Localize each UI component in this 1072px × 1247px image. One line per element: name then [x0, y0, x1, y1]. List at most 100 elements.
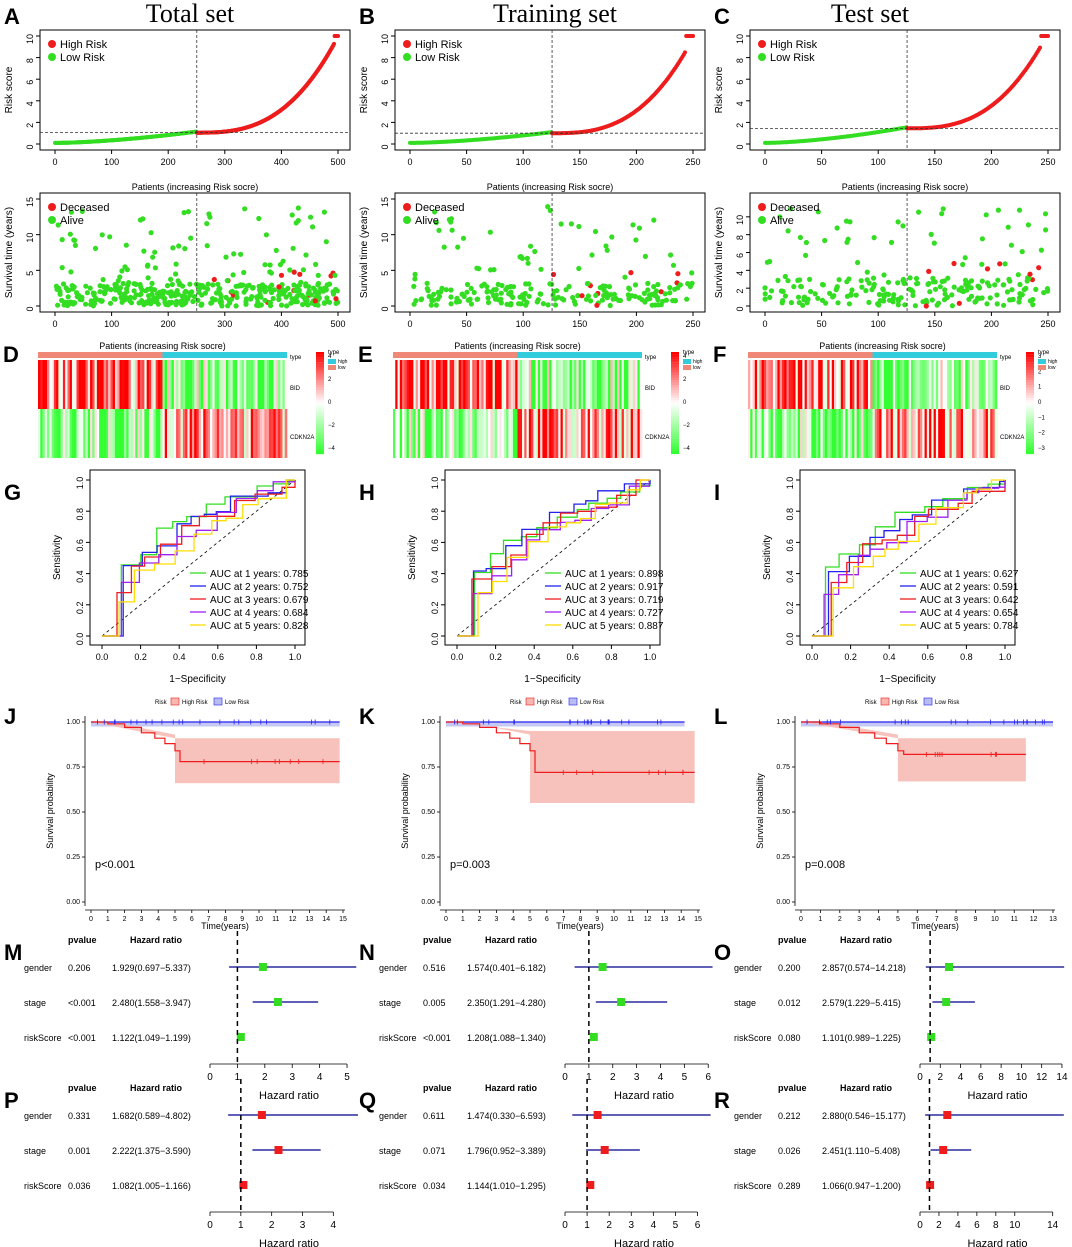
alive-point	[1004, 289, 1011, 295]
y-tick-label: 0	[25, 144, 35, 149]
legend-marker	[403, 53, 411, 61]
alive-point	[67, 231, 73, 237]
heatmap-cell	[558, 360, 561, 409]
alive-point	[1017, 291, 1023, 297]
deceased-point	[594, 302, 600, 308]
alive-point	[181, 298, 187, 304]
alive-point	[476, 266, 482, 272]
y-tick-label: 0.0	[430, 633, 440, 646]
alive-point	[97, 289, 103, 295]
heatmap-cell	[519, 409, 523, 458]
x-tick-label: 5	[528, 916, 532, 923]
scale-tick: −4	[683, 446, 691, 452]
alive-point	[672, 297, 679, 304]
heatmap-cell	[768, 409, 771, 458]
alive-point	[219, 303, 225, 309]
y-tick-label: 2	[25, 123, 35, 128]
y-axis-label: Survival probability	[45, 773, 55, 849]
deceased-point	[628, 270, 634, 276]
x-tick-label: 100	[516, 319, 531, 329]
roc-curve	[457, 479, 650, 637]
heatmap-cell	[886, 360, 889, 409]
heatmap-cell	[157, 360, 161, 409]
alive-point	[298, 279, 304, 285]
scale-cell	[671, 441, 679, 444]
scale-tick: 2	[683, 377, 687, 383]
alive-point	[876, 291, 883, 298]
alive-point	[984, 301, 990, 307]
heatmap-cell	[845, 360, 848, 409]
heatmap-cell	[797, 409, 801, 458]
heatmap-cell	[763, 360, 767, 409]
heatmap-cell	[797, 360, 801, 409]
heatmap-cell	[544, 360, 548, 409]
roc-curve	[102, 480, 296, 637]
scale-cell	[671, 362, 679, 365]
x-tick-label: 8	[578, 916, 582, 923]
heatmap-cell	[531, 409, 534, 458]
alive-point	[984, 280, 991, 286]
heatmap-cell	[194, 360, 197, 409]
heatmap-cell	[895, 409, 898, 458]
alive-point	[455, 244, 461, 250]
heatmap-cell	[219, 360, 222, 409]
scale-tick: −2	[1038, 431, 1046, 437]
scale-cell	[671, 374, 679, 378]
heatmap-cell	[436, 360, 439, 409]
p-value: 0.005	[423, 998, 446, 1008]
heatmap-cell	[960, 409, 964, 458]
scale-cell	[316, 405, 324, 409]
x-tick-label: 4	[651, 1220, 657, 1231]
alive-point	[187, 281, 193, 287]
heatmap-cell	[167, 409, 170, 458]
alive-point	[433, 302, 439, 308]
heatmap-cell	[121, 409, 125, 458]
x-tick-label: 0.8	[250, 652, 263, 662]
heatmap-cell	[243, 409, 247, 458]
alive-point	[859, 284, 865, 290]
alive-point	[1016, 295, 1023, 301]
scale-cell	[671, 359, 679, 363]
heatmap-cell	[904, 360, 907, 409]
alive-point	[449, 227, 455, 233]
alive-point	[460, 235, 467, 241]
alive-point	[84, 290, 90, 296]
alive-point	[881, 298, 887, 304]
alive-point	[547, 207, 553, 214]
heatmap-cell	[454, 409, 457, 458]
alive-point	[250, 285, 256, 291]
alive-point	[916, 209, 922, 215]
alive-point	[294, 283, 300, 290]
alive-point	[858, 278, 864, 284]
heatmap-cell	[612, 409, 616, 458]
scale-tick: 2	[1038, 369, 1042, 375]
x-tick-label: 0	[917, 1072, 923, 1083]
p-value: 0.206	[68, 963, 91, 973]
x-tick-label: 7	[207, 916, 211, 923]
alive-point	[300, 267, 306, 273]
hr-marker	[274, 1146, 283, 1154]
x-tick-label: 250	[685, 157, 700, 167]
heatmap-cell	[74, 360, 77, 409]
alive-point	[283, 294, 289, 300]
hr-text: 1.682(0.589−4.802)	[112, 1111, 191, 1121]
heatmap-cell	[221, 409, 224, 458]
scale-tick: 1	[1038, 385, 1042, 391]
alive-point	[205, 281, 211, 287]
heatmap-cell	[567, 360, 570, 409]
heatmap-cell	[83, 409, 86, 458]
alive-point	[875, 301, 881, 307]
heatmap-cell	[445, 360, 448, 409]
scale-cell	[1026, 436, 1034, 439]
heatmap-cell	[436, 409, 439, 458]
heatmap-cell	[623, 409, 627, 458]
alive-point	[932, 279, 938, 285]
heatmap-cell	[429, 360, 432, 409]
heatmap-cell	[958, 409, 962, 458]
heatmap-cell	[42, 409, 46, 458]
alive-point	[524, 255, 530, 261]
alive-point	[487, 229, 493, 235]
alive-point	[888, 239, 895, 245]
heatmap-cell	[499, 409, 502, 458]
